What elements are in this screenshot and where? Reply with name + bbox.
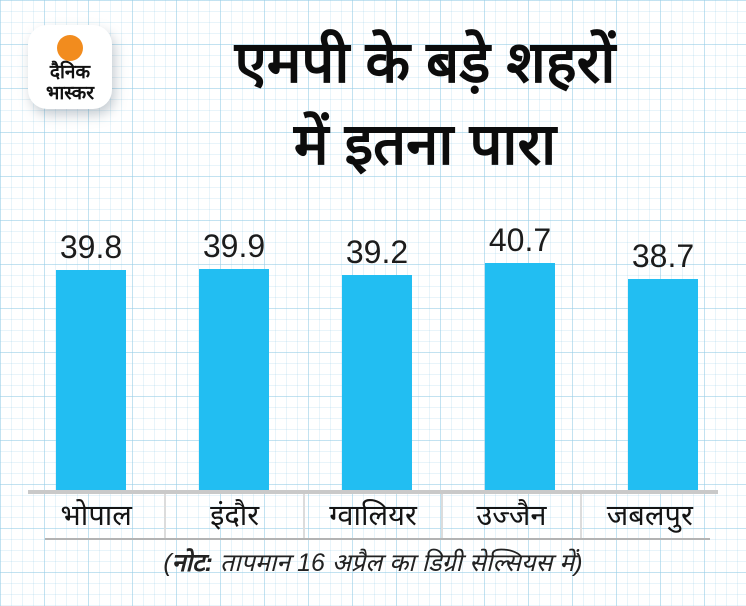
temperature-bar bbox=[199, 269, 269, 490]
temperature-bar bbox=[485, 263, 555, 490]
dainik-bhaskar-logo: दैनिक भास्कर bbox=[28, 25, 112, 109]
chart-title: एमपी के बड़े शहरों में इतना पारा bbox=[118, 22, 732, 186]
city-label: इंदौर bbox=[164, 494, 302, 538]
chart-title-line2: में इतना पारा bbox=[293, 112, 557, 177]
footnote-label: नोट: bbox=[171, 549, 214, 577]
temperature-bar bbox=[56, 270, 126, 490]
sun-dot-icon bbox=[57, 35, 83, 61]
bar-value-label: 39.8 bbox=[59, 229, 123, 265]
footnote: (नोट: तापमान 16 अप्रैल का डिग्री सेल्सिय… bbox=[0, 545, 746, 579]
bar-value-label: 40.7 bbox=[488, 222, 552, 258]
temperature-bar bbox=[342, 275, 412, 490]
city-label: ग्वालियर bbox=[302, 494, 441, 538]
city-labels-row: भोपाल इंदौर ग्वालियर उज्जैन जबलपुर bbox=[28, 494, 718, 538]
chart-title-line1: एमपी के बड़े शहरों bbox=[234, 30, 616, 95]
labels-underline bbox=[45, 538, 710, 540]
bar-value-label: 39.9 bbox=[202, 228, 266, 264]
bar-value-label: 39.2 bbox=[345, 234, 409, 270]
footnote-open: ( bbox=[163, 549, 172, 577]
city-label: भोपाल bbox=[60, 500, 132, 532]
temperature-bar bbox=[628, 279, 698, 490]
city-label: जबलपुर bbox=[579, 494, 718, 538]
bar-value-label: 38.7 bbox=[631, 238, 695, 274]
axis-line bbox=[28, 490, 718, 494]
city-label: उज्जैन bbox=[441, 494, 579, 538]
logo-text-line1: दैनिक bbox=[49, 62, 91, 83]
logo-text-line2: भास्कर bbox=[45, 82, 95, 104]
footnote-text: तापमान 16 अप्रैल का डिग्री सेल्सियस में) bbox=[213, 549, 583, 577]
